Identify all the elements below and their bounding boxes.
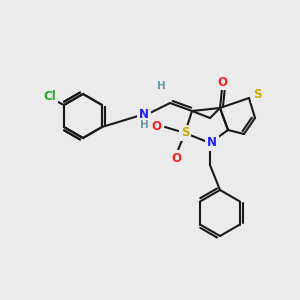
Text: S: S — [181, 127, 189, 140]
Text: O: O — [171, 152, 181, 164]
Text: H: H — [157, 81, 165, 91]
Text: O: O — [217, 76, 227, 88]
Text: N: N — [207, 136, 217, 149]
Text: Cl: Cl — [44, 91, 56, 103]
Text: S: S — [253, 88, 261, 101]
Text: H: H — [140, 120, 148, 130]
Text: O: O — [151, 121, 161, 134]
Text: N: N — [139, 109, 149, 122]
